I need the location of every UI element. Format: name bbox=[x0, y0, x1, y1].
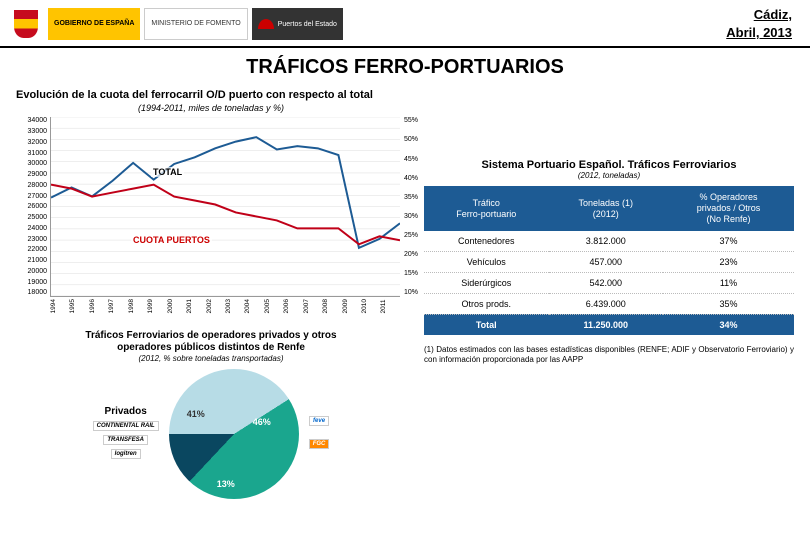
puertos-logo: Puertos del Estado bbox=[252, 8, 343, 40]
pie-label-41: 41% bbox=[187, 409, 205, 419]
gobierno-logo: GOBIERNO DE ESPAÑA bbox=[48, 8, 140, 40]
section2-subtitle: (2012, % sobre toneladas transportadas) bbox=[16, 354, 406, 363]
section2-title-l1: Tráficos Ferroviarios de operadores priv… bbox=[85, 330, 336, 341]
table-row: Otros prods.6.439.00035% bbox=[424, 293, 794, 314]
op-logo-2: TRANSFESA bbox=[103, 435, 148, 445]
table-header: % Operadoresprivados / Otros(No Renfe) bbox=[663, 186, 794, 230]
pie-label-46: 46% bbox=[253, 417, 271, 427]
chart-svg bbox=[51, 117, 400, 296]
table-header: TráficoFerro-portuario bbox=[424, 186, 549, 230]
page-header: GOBIERNO DE ESPAÑA MINISTERIO DE FOMENTO… bbox=[0, 0, 810, 48]
pie-label-13: 13% bbox=[217, 479, 235, 489]
wave-icon bbox=[258, 19, 274, 29]
spain-shield-icon bbox=[8, 8, 44, 40]
side-logo-2: FGC bbox=[309, 439, 330, 449]
table-title: Sistema Portuario Español. Tráficos Ferr… bbox=[424, 159, 794, 171]
table-subtitle: (2012, toneladas) bbox=[424, 171, 794, 180]
pie-chart: 41% 46% 13% bbox=[169, 369, 299, 499]
privados-label: Privados bbox=[93, 406, 159, 417]
table-header: Toneladas (1)(2012) bbox=[549, 186, 664, 230]
table-row: Siderúrgicos542.00011% bbox=[424, 272, 794, 293]
side-logo-1: feve bbox=[309, 416, 329, 426]
series-label-cuota: CUOTA PUERTOS bbox=[131, 235, 212, 245]
city-label: Cádiz, bbox=[726, 6, 792, 24]
line-chart: 3400033000320003100030000290002800027000… bbox=[50, 117, 400, 297]
footnote: (1) Datos estimados con las bases estadí… bbox=[424, 345, 794, 366]
y-axis-right: 55%50%45%40%35%30%25%20%15%10% bbox=[402, 117, 426, 296]
table-row: Vehículos457.00023% bbox=[424, 251, 794, 272]
puertos-text: Puertos del Estado bbox=[278, 21, 337, 28]
table-row: Contenedores3.812.00037% bbox=[424, 231, 794, 252]
chart1-subtitle: (1994-2011, miles de toneladas y %) bbox=[16, 103, 406, 113]
pie-row: Privados CONTINENTAL RAIL TRANSFESA logi… bbox=[16, 369, 406, 499]
page-title: TRÁFICOS FERRO-PORTUARIOS bbox=[0, 56, 810, 79]
chart1-title: Evolución de la cuota del ferrocarril O/… bbox=[16, 89, 406, 101]
side-logos-column: feve FGC bbox=[309, 415, 330, 452]
op-logo-1: CONTINENTAL RAIL bbox=[93, 421, 159, 431]
x-axis-ticks: 1994199519961997199819992000200120022003… bbox=[50, 299, 400, 313]
table-total-row: Total11.250.00034% bbox=[424, 314, 794, 335]
section2-title-l2: operadores públicos distintos de Renfe bbox=[117, 342, 305, 353]
traffic-table: TráficoFerro-portuarioToneladas (1)(2012… bbox=[424, 186, 794, 334]
logo-group: GOBIERNO DE ESPAÑA MINISTERIO DE FOMENTO… bbox=[8, 8, 343, 40]
op-logo-3: logitren bbox=[111, 449, 141, 459]
y-axis-left: 3400033000320003100030000290002800027000… bbox=[15, 117, 49, 296]
header-right: Cádiz, Abril, 2013 bbox=[726, 6, 792, 42]
ministerio-logo: MINISTERIO DE FOMENTO bbox=[144, 8, 247, 40]
date-label: Abril, 2013 bbox=[726, 24, 792, 42]
section2-title: Tráficos Ferroviarios de operadores priv… bbox=[16, 330, 406, 354]
series-label-total: TOTAL bbox=[151, 167, 184, 177]
privados-column: Privados CONTINENTAL RAIL TRANSFESA logi… bbox=[93, 406, 159, 462]
